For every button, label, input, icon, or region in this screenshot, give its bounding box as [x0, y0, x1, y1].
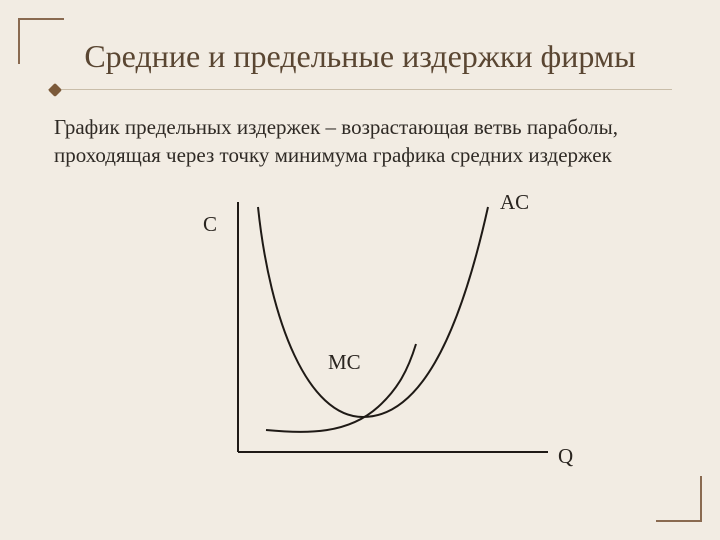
cost-curves-chart: C Q AC MC: [48, 182, 672, 492]
slide-title: Средние и предельные издержки фирмы: [48, 38, 672, 75]
description-paragraph: График предельных издержек – возрастающа…: [54, 113, 666, 170]
chart-svg: [48, 182, 668, 492]
slide-content: Средние и предельные издержки фирмы Граф…: [48, 38, 672, 502]
ac-curve: [258, 207, 488, 417]
x-axis-label: Q: [558, 444, 573, 469]
title-rule: [48, 83, 672, 97]
y-axis-label: C: [203, 212, 217, 237]
bullet-icon: [48, 83, 62, 97]
ac-label: AC: [500, 190, 529, 215]
mc-label: MC: [328, 350, 361, 375]
